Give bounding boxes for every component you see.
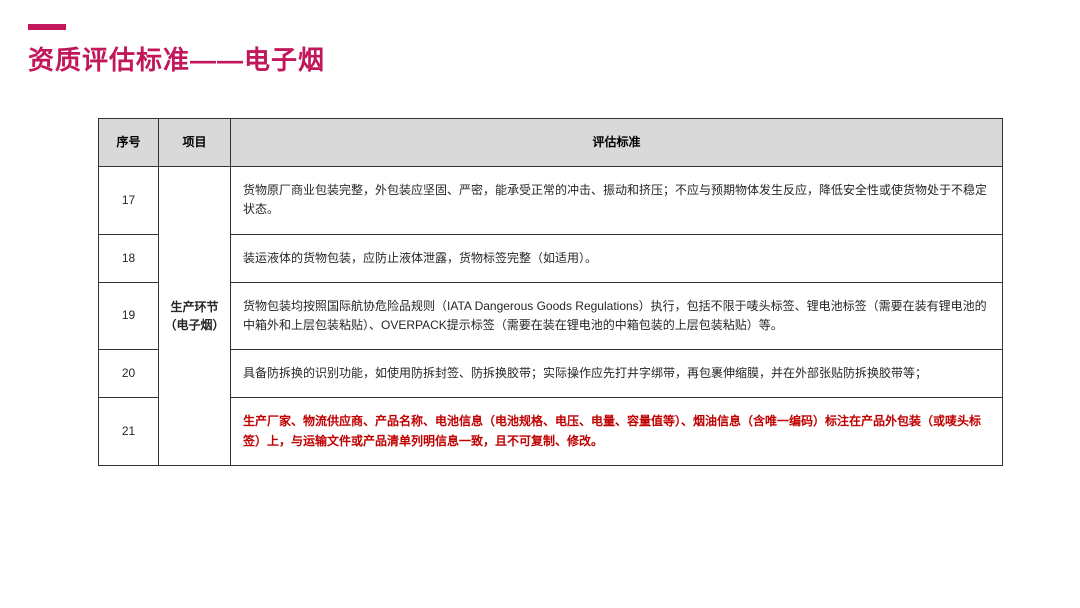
cell-project: 生产环节（电子烟） — [159, 167, 231, 466]
standards-table-wrap: 序号 项目 评估标准 17 生产环节（电子烟） 货物原厂商业包装完整，外包装应坚… — [98, 118, 1003, 466]
accent-bar — [28, 24, 66, 30]
cell-seq: 17 — [99, 167, 159, 234]
cell-standard: 具备防拆换的识别功能，如使用防拆封签、防拆换胶带；实际操作应先打井字绑带，再包裹… — [231, 350, 1003, 398]
cell-seq: 19 — [99, 282, 159, 349]
table-row: 19 货物包装均按照国际航协危险品规则（IATA Dangerous Goods… — [99, 282, 1003, 349]
standards-table: 序号 项目 评估标准 17 生产环节（电子烟） 货物原厂商业包装完整，外包装应坚… — [98, 118, 1003, 466]
cell-standard: 货物原厂商业包装完整，外包装应坚固、严密，能承受正常的冲击、振动和挤压；不应与预… — [231, 167, 1003, 234]
table-row: 21 生产厂家、物流供应商、产品名称、电池信息（电池规格、电压、电量、容量值等）… — [99, 398, 1003, 465]
table-header-row: 序号 项目 评估标准 — [99, 119, 1003, 167]
table-row: 17 生产环节（电子烟） 货物原厂商业包装完整，外包装应坚固、严密，能承受正常的… — [99, 167, 1003, 234]
cell-seq: 21 — [99, 398, 159, 465]
col-header-standard: 评估标准 — [231, 119, 1003, 167]
table-row: 18 装运液体的货物包装，应防止液体泄露，货物标签完整（如适用）。 — [99, 234, 1003, 282]
cell-seq: 20 — [99, 350, 159, 398]
table-row: 20 具备防拆换的识别功能，如使用防拆封签、防拆换胶带；实际操作应先打井字绑带，… — [99, 350, 1003, 398]
cell-seq: 18 — [99, 234, 159, 282]
cell-standard-highlight: 生产厂家、物流供应商、产品名称、电池信息（电池规格、电压、电量、容量值等）、烟油… — [231, 398, 1003, 465]
col-header-project: 项目 — [159, 119, 231, 167]
cell-standard: 装运液体的货物包装，应防止液体泄露，货物标签完整（如适用）。 — [231, 234, 1003, 282]
page-title: 资质评估标准——电子烟 — [28, 40, 325, 77]
col-header-seq: 序号 — [99, 119, 159, 167]
cell-standard: 货物包装均按照国际航协危险品规则（IATA Dangerous Goods Re… — [231, 282, 1003, 349]
